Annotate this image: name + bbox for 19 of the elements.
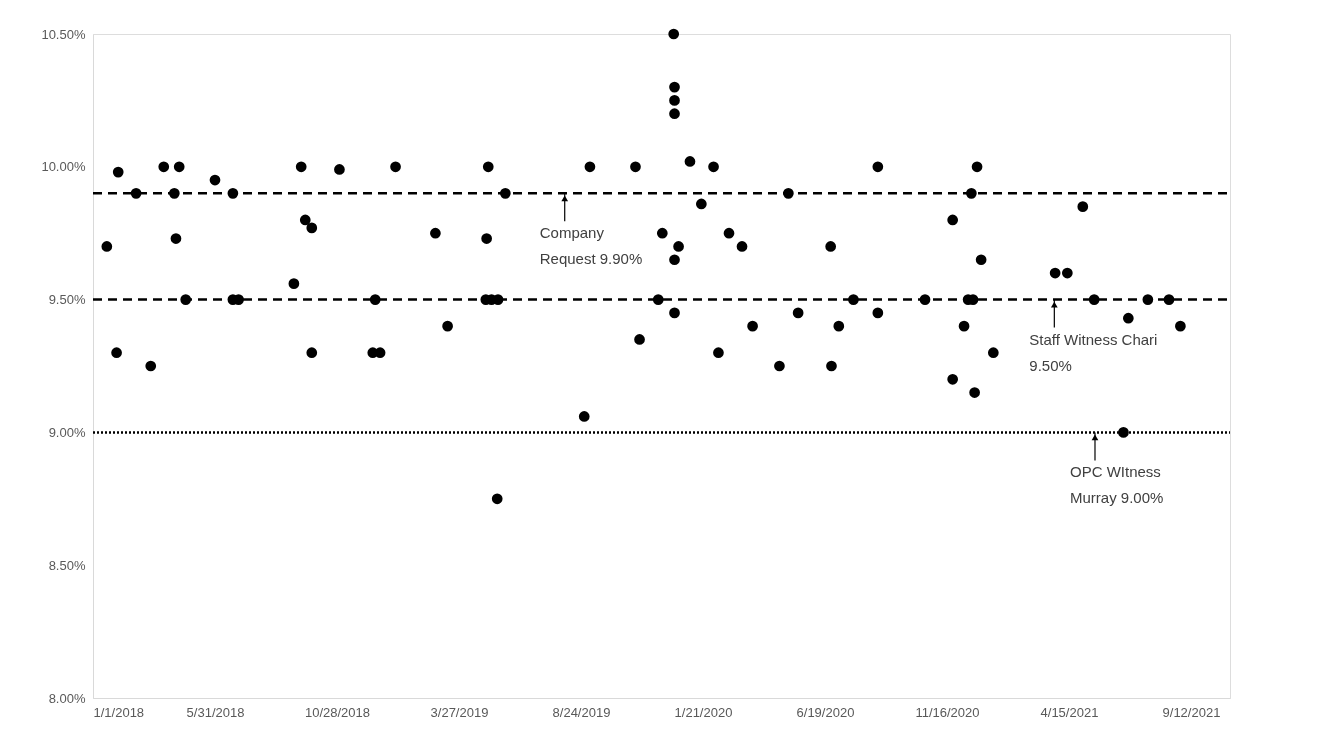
x-tick-label: 6/19/2020 (796, 704, 855, 720)
annotation: Company Request 9.90% (539, 224, 643, 268)
x-tick-label: 11/16/2020 (915, 704, 980, 720)
x-tick-label: 10/28/2018 (304, 704, 371, 720)
x-tick-label: 4/15/2021 (1040, 704, 1099, 720)
annotation: Staff Witness Chari 9.50% (1029, 330, 1158, 374)
x-tick-label: 3/27/2019 (430, 704, 489, 720)
y-tick-label: 10.50% (41, 26, 86, 42)
y-tick-label: 8.50% (48, 557, 86, 573)
x-tick-label: 1/1/2018 (93, 704, 145, 720)
x-tick-label: 1/21/2020 (674, 704, 733, 720)
y-tick-label: 9.00% (48, 424, 86, 440)
x-tick-label: 8/24/2019 (552, 704, 611, 720)
x-tick-label: 9/12/2021 (1162, 704, 1221, 720)
x-tick-label: 5/31/2018 (186, 704, 245, 720)
y-tick-label: 8.00% (48, 690, 86, 706)
y-tick-label: 10.00% (41, 159, 86, 175)
annotation: OPC WItness Murray 9.00% (1069, 463, 1164, 507)
y-tick-label: 9.50% (48, 292, 86, 308)
